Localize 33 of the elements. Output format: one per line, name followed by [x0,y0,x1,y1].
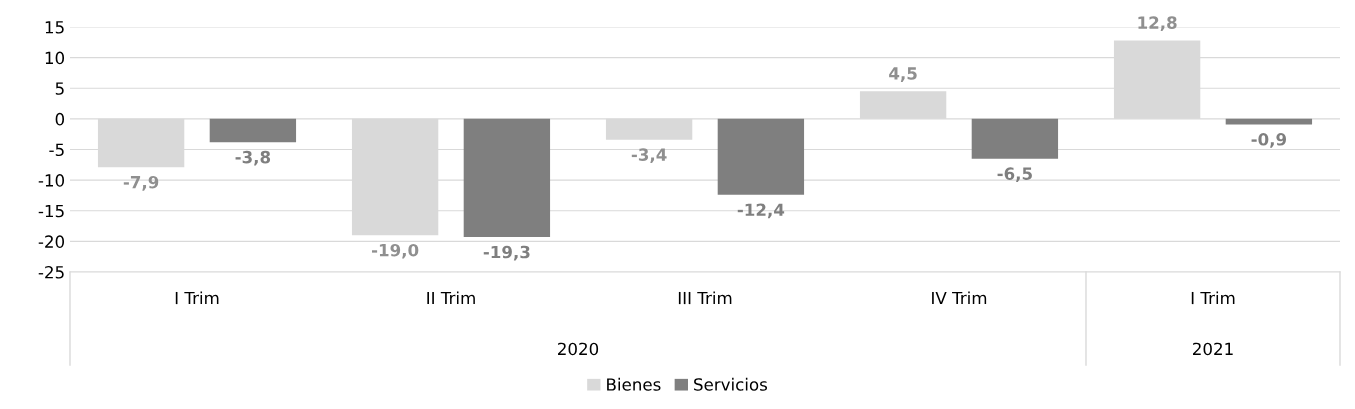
text: 2021 [1193,342,1233,356]
data-label: -0,9 [1251,133,1287,148]
y-tick-label: 0 [55,112,65,126]
data-label: -7,9 [123,175,159,191]
y-tick-label: 10 [45,51,65,65]
x-tick-label: I Trim [1191,291,1235,305]
y-tick-label: -10 [38,174,65,187]
x-tick-label: IV Trim [932,291,987,305]
bar [463,118,551,238]
legend-label: Bienes [607,377,661,391]
y-tick-label: 5 [55,82,64,95]
data-label: -19,3 [483,245,530,261]
y-tick-label: 15 [45,21,64,34]
bar [971,118,1059,159]
y-tick-label: -5 [49,143,64,157]
data-label: -19,0 [372,243,419,259]
data-label: -6,5 [997,167,1032,183]
bar [717,118,805,195]
data-label: -3,4 [631,148,667,164]
bar [209,118,297,143]
legend-label: Servicios [694,377,768,391]
y-tick-label: -20 [38,235,65,248]
x-tick-label: II Trim [427,291,475,305]
x-tick-label: I Trim [175,291,219,305]
data-label: 12,8 [1138,16,1177,32]
data-label: -12,4 [737,203,785,219]
x-tick-label: III Trim [678,291,732,305]
bar [1225,118,1313,125]
y-tick-label: -15 [38,204,64,218]
data-label: -3,8 [235,150,271,166]
data-label: 4,5 [889,67,917,82]
text: 2020 [558,342,599,356]
y-tick-label: -25 [38,265,64,279]
